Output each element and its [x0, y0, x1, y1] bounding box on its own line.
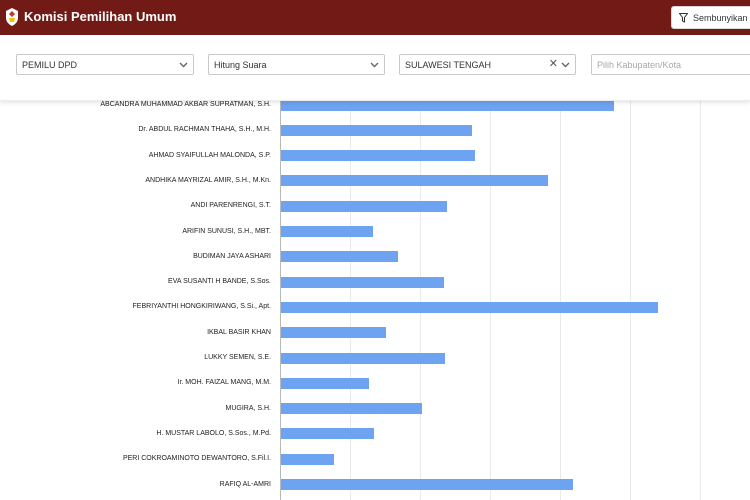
candidate-label: IKBAL BASIR KHAN — [207, 328, 271, 336]
view-select[interactable]: Hitung Suara — [208, 54, 385, 75]
vote-bar[interactable] — [281, 479, 573, 490]
gridline — [630, 100, 631, 500]
candidate-label: BUDIMAN JAYA ASHARI — [193, 252, 271, 260]
chevron-down-icon — [179, 62, 188, 68]
vote-bar[interactable] — [281, 175, 548, 187]
vote-bar[interactable] — [281, 377, 369, 389]
candidate-label: MUGIRA, S.H. — [225, 404, 271, 412]
top-bar: Komisi Pemilihan Umum Sembunyikan — [0, 0, 750, 35]
filter-icon — [679, 12, 688, 23]
app-title: Komisi Pemilihan Umum — [24, 9, 177, 24]
candidate-label: ARIFIN SUNUSI, S.H., MBT. — [182, 227, 271, 235]
vote-bar[interactable] — [281, 327, 386, 339]
vote-bar[interactable] — [281, 124, 472, 136]
candidate-label: Dr. ABDUL RACHMAN THAHA, S.H., M.H. — [138, 126, 271, 134]
vote-bar[interactable] — [281, 226, 373, 237]
candidate-label: PERI COKROAMINOTO DEWANTORO, S.Fil.I. — [122, 455, 271, 463]
vote-bar[interactable] — [281, 453, 334, 465]
chevron-down-icon — [370, 62, 379, 68]
vote-bar[interactable] — [281, 200, 447, 212]
gridline — [350, 100, 351, 500]
vote-bar[interactable] — [281, 352, 445, 364]
candidate-label: EVA SUSANTI H BANDE, S.Sos. — [168, 278, 271, 286]
vote-count-chart: ABCANDRA MUHAMMAD AKBAR SUPRATMAN, S.H. D… — [0, 99, 750, 500]
vote-bar[interactable] — [281, 276, 444, 288]
candidate-label: ANDHIKA MAYRIZAL AMIR, S.H., M.Kn. — [145, 176, 271, 184]
category-axis-line — [280, 100, 281, 500]
election-select[interactable]: PEMILU DPD — [16, 54, 194, 75]
hide-button-label: Sembunyikan — [693, 12, 748, 23]
gridline — [490, 100, 491, 500]
regency-select[interactable]: Pilih Kabupaten/Kota — [591, 54, 750, 75]
province-select[interactable]: SULAWESI TENGAH ✕ — [399, 54, 576, 75]
clear-icon[interactable]: ✕ — [548, 58, 558, 70]
vote-bar[interactable] — [281, 403, 422, 415]
chevron-down-icon — [561, 62, 570, 68]
vote-bar[interactable] — [281, 428, 374, 440]
vote-bar[interactable] — [281, 301, 658, 313]
province-select-value: SULAWESI TENGAH — [405, 59, 492, 70]
hide-filter-button[interactable]: Sembunyikan — [671, 6, 750, 29]
candidate-label: RAFIQ AL-AMRI — [219, 480, 271, 488]
candidate-label: ANDI PARENRENGI, S.T. — [190, 202, 271, 210]
candidate-label: H. MUSTAR LABOLO, S.Sos., M.Pd. — [156, 429, 271, 437]
vote-bar[interactable] — [281, 99, 614, 111]
regency-select-placeholder: Pilih Kabupaten/Kota — [597, 59, 682, 70]
election-select-value: PEMILU DPD — [22, 59, 78, 70]
candidate-label: AHMAD SYAIFULLAH MALONDA, S.P. — [148, 151, 271, 159]
kpu-logo-icon — [6, 8, 18, 26]
candidate-label: FEBRIYANTHI HONGKIRIWANG, S.Si., Apt. — [132, 303, 271, 311]
candidate-label: Ir. MOH. FAIZAL MANG, M.M. — [177, 379, 271, 387]
view-select-value: Hitung Suara — [214, 59, 267, 70]
gridline — [420, 100, 421, 500]
candidate-label: LUKKY SEMEN, S.E. — [204, 354, 271, 361]
vote-bar[interactable] — [281, 150, 475, 162]
candidate-label: ABCANDRA MUHAMMAD AKBAR SUPRATMAN, S.H. — [100, 101, 271, 108]
gridline — [700, 100, 701, 500]
vote-bar[interactable] — [281, 251, 398, 263]
gridline — [560, 100, 561, 500]
filter-bar: PEMILU DPD Hitung Suara SULAWESI TENGAH … — [0, 35, 750, 101]
